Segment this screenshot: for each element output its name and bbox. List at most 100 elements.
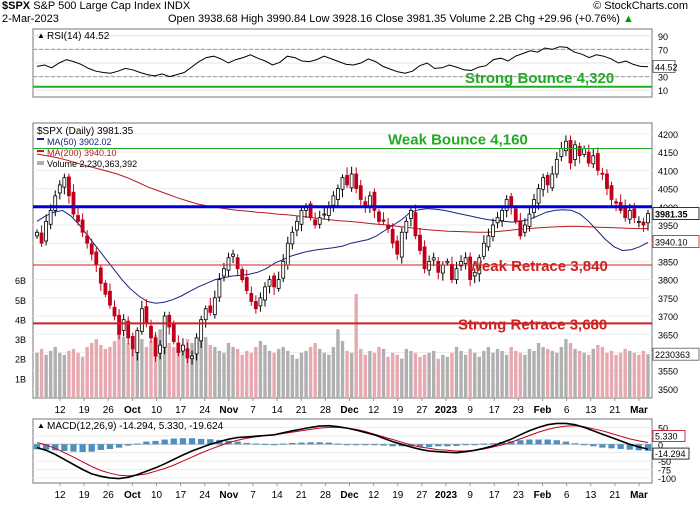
candle-body [399,231,404,258]
candle-body [577,145,582,157]
candle-body [404,220,409,233]
macd-histogram-bar [571,443,579,445]
quote-text: Open 3938.68 High 3990.84 Low 3928.16 Cl… [168,13,620,25]
volume-bar [331,346,336,398]
x-tick-label: 19 [79,405,91,416]
candle-body [117,314,121,335]
candle-body [276,279,281,289]
x-tick-label: 24 [199,490,211,501]
candle-body [422,246,427,270]
candle-body [112,306,117,317]
volume-bar [559,346,564,398]
volume-bar [477,356,481,398]
volume-bar [112,341,117,398]
candle-body [358,185,363,200]
candle-body [367,195,372,207]
x-tick-label: 21 [296,405,308,416]
volume-bar [222,352,226,398]
macd-histogram-bar [252,443,260,445]
volume-bar [386,356,390,398]
x-tick-label: 6 [564,405,570,416]
volume-bar [226,343,231,398]
macd-histogram-bar [316,442,323,445]
price-tick-label: 4100 [658,166,678,176]
macd-histogram-bar [544,439,551,445]
volume-bar [272,352,276,398]
candle-body [130,336,135,350]
volume-bar [409,350,413,398]
macd-histogram-bar [526,439,533,445]
volume-bar [318,348,322,398]
candle-body [377,211,381,222]
volume-bar [181,344,185,398]
macd-histogram-bar [243,442,250,445]
candle-body [440,264,445,274]
candle-body [386,224,390,230]
candle-body [477,257,482,275]
ma200-legend-swatch [37,150,44,152]
volume-bar [121,337,126,398]
volume-bar [48,350,53,398]
volume-bar [413,352,418,398]
chart-date: 2-Mar-2023 [2,13,59,25]
volume-bar [144,346,149,398]
candle-body [600,172,605,175]
candle-body [53,195,58,211]
rsi-line [36,46,649,78]
volume-bar [404,348,409,398]
x-tick-label: 13 [585,405,597,416]
candle-body [258,297,263,307]
candle-body [454,268,459,281]
macd-histogram-bar [334,443,342,445]
ma200-price-tag [652,235,700,248]
x-tick-label: 10 [151,405,163,416]
volume-bar [536,343,541,398]
macd-legend-marker: ▲ [37,421,45,430]
rsi-tick-label: 10 [658,86,668,96]
candle-body [85,235,90,244]
macd-histogram-bar [152,440,159,445]
volume-bar [628,350,632,398]
macd-histogram-bar [471,444,478,446]
candle-body [167,314,172,328]
candle-body [564,140,568,152]
volume-bar [600,346,605,398]
volume-bar [67,350,71,398]
volume-bar [495,348,500,398]
volume-bar [518,352,523,398]
rsi-value-label: 44.52 [655,62,678,72]
volume-bar [468,348,472,398]
volume-legend: Volume 2,230,363,392 [47,159,137,169]
candle-body [463,257,468,264]
price-tick-label: 3950 [658,221,678,231]
rsi-legend-marker: ▲ [37,31,45,40]
candle-body [235,257,240,270]
ma200-legend: MA(200) 3940.10 [47,148,117,158]
macd-histogram-bar [425,444,433,447]
volume-legend-swatch [37,161,44,165]
volume-bar [450,352,454,398]
candle-body [509,196,514,208]
candle-body [240,269,245,281]
candle-body [80,219,85,233]
rsi-tick-label: 90 [658,32,668,42]
macd-histogram-bar [626,444,633,450]
candle-body [203,308,208,321]
candle-body [71,191,76,215]
volume-bar [172,346,176,398]
macd-tick-label: -75 [658,466,671,476]
candle-body [586,151,591,164]
volume-bar [299,352,304,398]
macd-histogram-bar [435,444,442,447]
volume-bar [614,354,618,398]
x-tick-label: 14 [272,490,284,501]
x-tick-label: 10 [151,490,163,501]
x-tick-label: 23 [513,490,525,501]
volume-value-label: 2230363 [655,350,690,360]
volume-bar [632,352,637,398]
macd-histogram-bar [608,444,615,449]
candle-body [185,348,190,359]
candle-body [194,337,199,355]
candle-body [627,210,632,220]
